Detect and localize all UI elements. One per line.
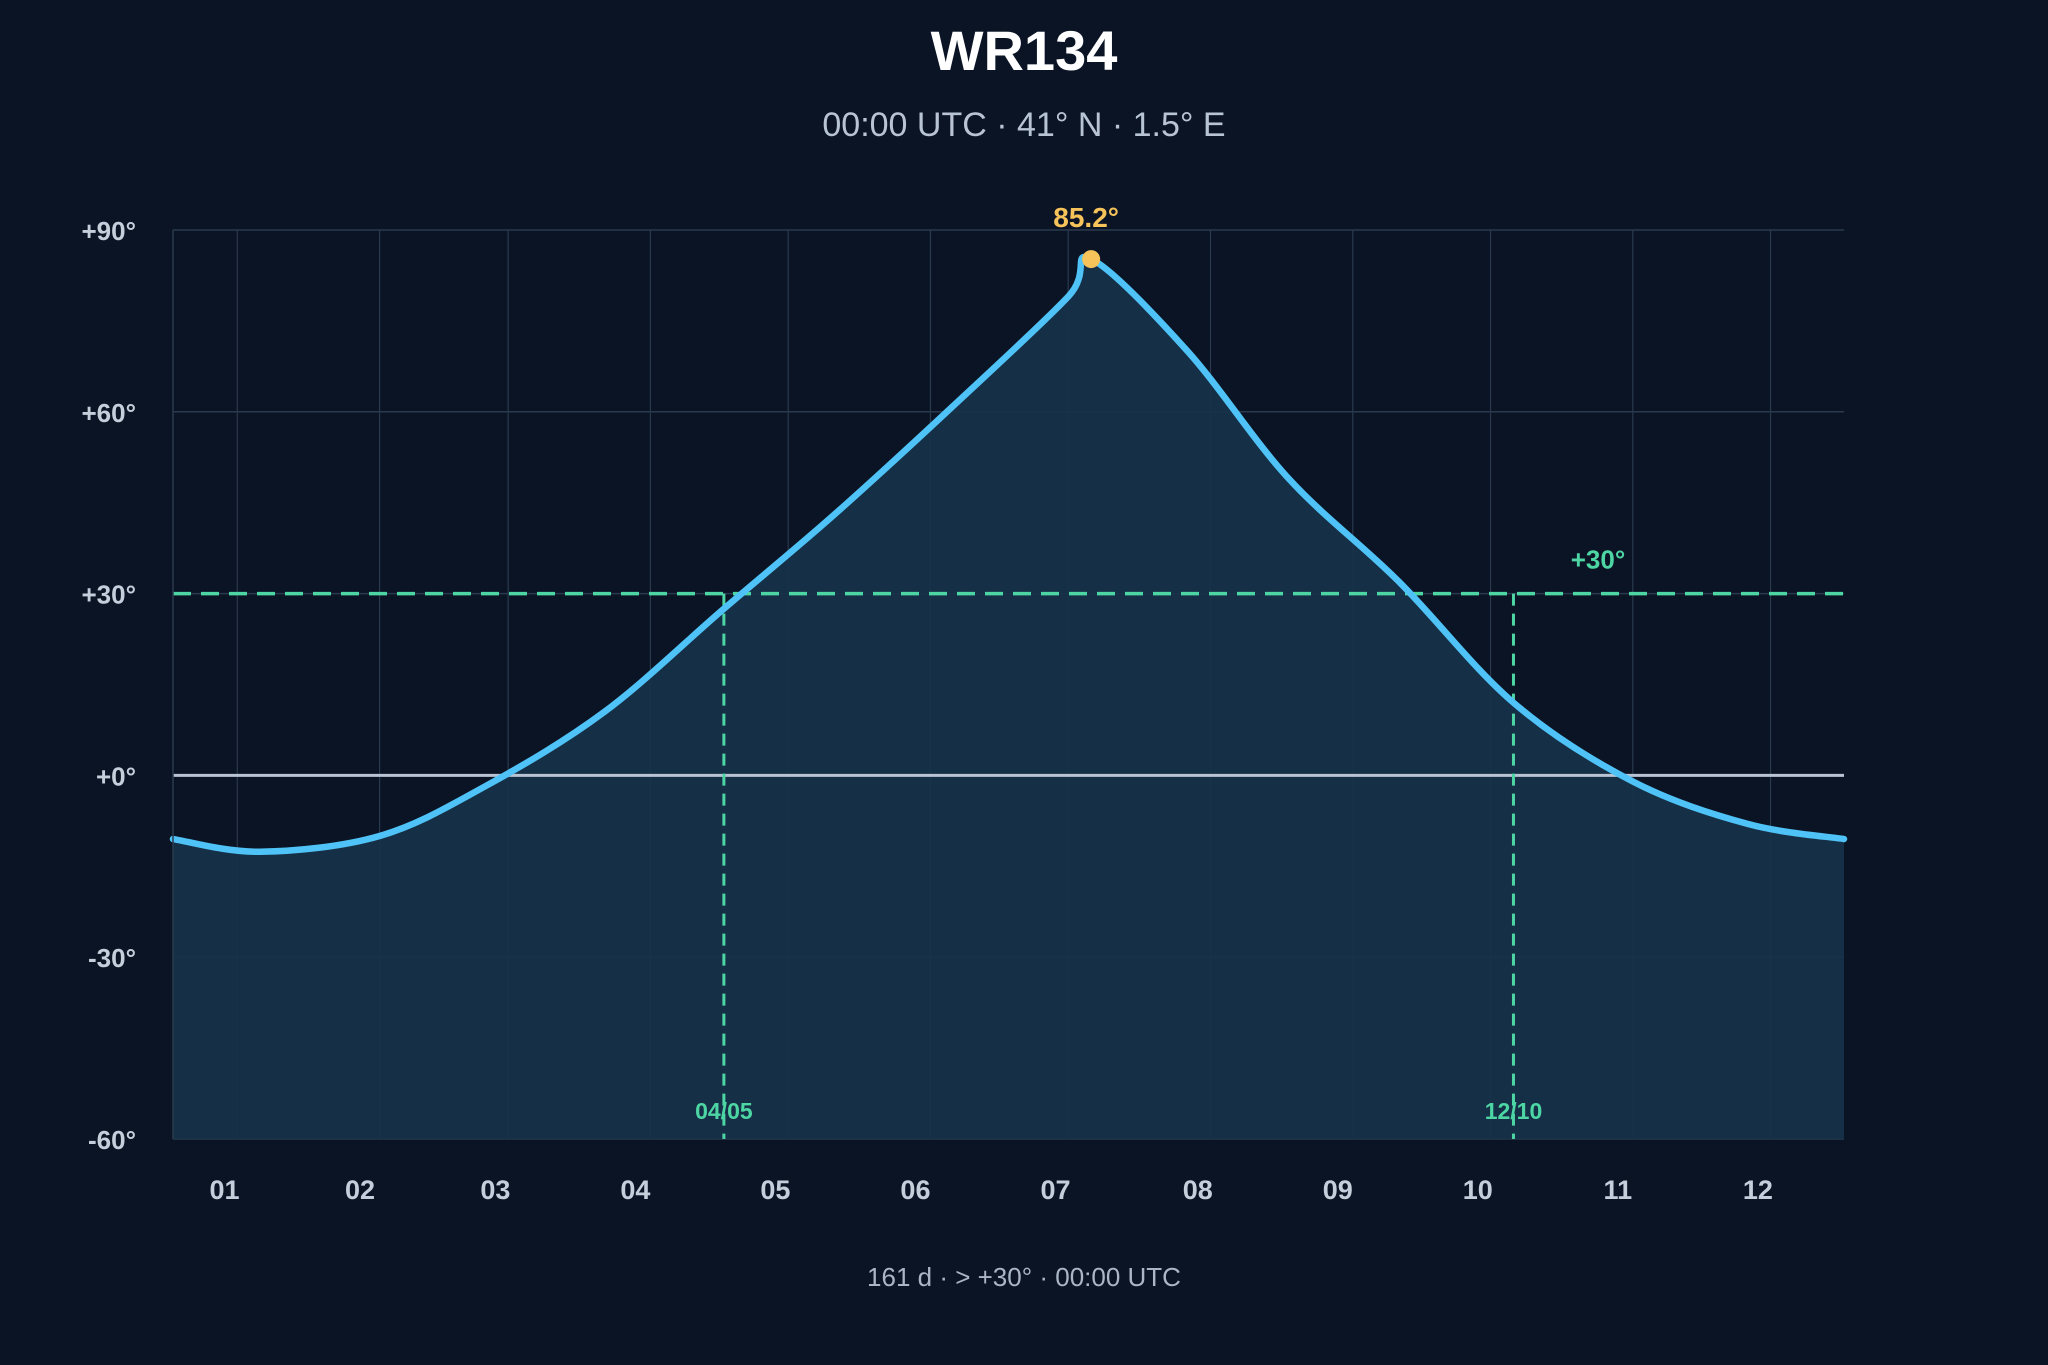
x-tick-label: 10 [1463, 1175, 1493, 1205]
y-tick-label: +30° [81, 580, 136, 610]
x-tick-label: 05 [760, 1175, 790, 1205]
y-tick-label: +60° [81, 398, 136, 428]
crossing-label: 04/05 [695, 1098, 753, 1124]
x-tick-label: 02 [345, 1175, 375, 1205]
x-tick-label: 04 [620, 1175, 650, 1205]
crossing-label: 12/10 [1485, 1098, 1543, 1124]
x-tick-label: 08 [1183, 1175, 1213, 1205]
x-tick-label: 07 [1040, 1175, 1070, 1205]
chart-footer: 161 d · > +30° · 00:00 UTC [867, 1262, 1181, 1292]
x-tick-label: 12 [1743, 1175, 1773, 1205]
y-tick-label: +90° [81, 216, 136, 246]
y-tick-label: +0° [96, 761, 136, 791]
y-tick-label: -30° [88, 943, 136, 973]
x-tick-label: 09 [1323, 1175, 1353, 1205]
x-tick-label: 03 [480, 1175, 510, 1205]
y-tick-label: -60° [88, 1125, 136, 1155]
chart-subtitle: 00:00 UTC · 41° N · 1.5° E [822, 106, 1226, 144]
peak-label: 85.2° [1053, 202, 1119, 233]
threshold-label: +30° [1571, 545, 1626, 575]
x-tick-label: 06 [900, 1175, 930, 1205]
x-tick-label: 11 [1604, 1175, 1633, 1205]
elevation-curve [169, 253, 1848, 856]
x-tick-label: 01 [210, 1175, 240, 1205]
peak-marker [1082, 250, 1101, 269]
chart-title: WR134 [930, 19, 1118, 82]
area-fill [173, 257, 1844, 1139]
